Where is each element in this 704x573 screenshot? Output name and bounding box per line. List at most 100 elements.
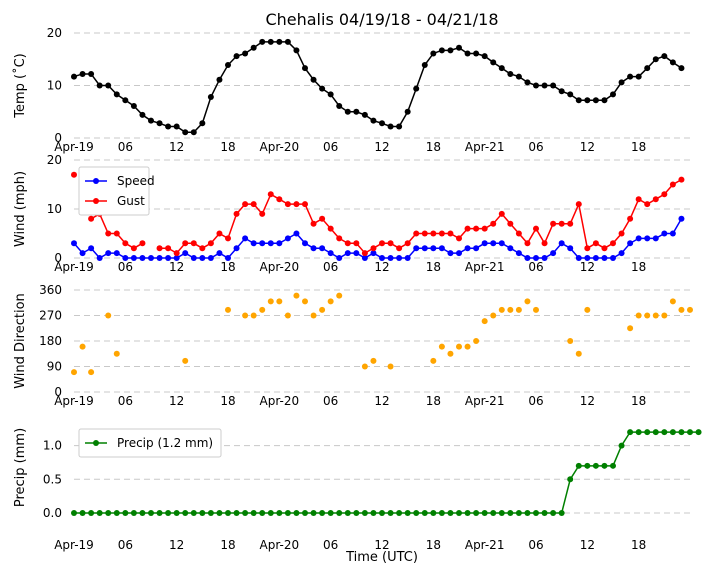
data-point xyxy=(344,240,351,247)
data-point xyxy=(165,510,172,516)
data-point xyxy=(190,240,197,247)
data-point xyxy=(575,255,582,261)
data-point xyxy=(242,510,249,516)
data-point xyxy=(618,250,625,257)
data-point xyxy=(156,245,163,252)
data-point xyxy=(618,79,625,86)
data-point xyxy=(361,510,368,516)
data-point xyxy=(336,102,343,109)
data-point xyxy=(113,510,120,516)
data-point xyxy=(379,240,385,247)
x-tick-label: 06 xyxy=(118,538,133,552)
data-point xyxy=(199,510,206,516)
data-point xyxy=(601,97,608,104)
data-point xyxy=(456,250,462,257)
x-axis-title: Time (UTC) xyxy=(345,550,418,565)
x-tick-label: 18 xyxy=(220,140,235,154)
data-point xyxy=(524,298,531,305)
data-point xyxy=(687,306,693,313)
data-point xyxy=(216,230,223,237)
data-point xyxy=(550,220,557,227)
data-point xyxy=(319,306,326,313)
x-tick-label: Apr-19 xyxy=(54,140,94,154)
data-point xyxy=(541,82,548,89)
data-point xyxy=(678,306,685,313)
data-point xyxy=(293,201,300,208)
x-tick-label: 06 xyxy=(118,260,133,274)
data-point xyxy=(404,255,411,261)
data-point xyxy=(533,225,539,232)
data-point xyxy=(618,230,625,237)
data-point xyxy=(259,510,266,516)
data-point xyxy=(584,255,591,261)
data-point xyxy=(319,215,326,222)
data-point xyxy=(387,240,394,247)
data-point xyxy=(71,73,77,80)
data-point xyxy=(310,312,317,319)
x-tick-label: Apr-21 xyxy=(465,538,505,552)
x-tick-label: 12 xyxy=(580,394,595,408)
data-point xyxy=(584,462,591,469)
data-point xyxy=(515,306,522,313)
data-point xyxy=(610,240,616,247)
x-tick-label: 18 xyxy=(426,260,441,274)
data-point xyxy=(310,76,317,83)
data-point xyxy=(259,240,266,247)
data-point xyxy=(601,462,608,469)
data-point xyxy=(490,312,497,319)
data-point xyxy=(327,225,334,232)
data-point xyxy=(413,230,420,237)
data-point xyxy=(302,201,308,208)
data-point xyxy=(105,250,112,257)
data-point xyxy=(524,240,531,247)
data-point xyxy=(370,357,377,364)
data-point xyxy=(456,235,462,242)
data-point xyxy=(592,240,599,247)
data-point xyxy=(473,50,480,57)
y-tick-label: 10 xyxy=(47,202,62,216)
data-point xyxy=(438,245,445,252)
data-point xyxy=(464,50,471,57)
data-point xyxy=(421,230,428,237)
data-point xyxy=(584,97,591,104)
data-point xyxy=(267,510,274,516)
data-point xyxy=(652,429,659,436)
data-point xyxy=(113,250,120,257)
data-point xyxy=(567,91,574,98)
y-tick-label: 1.0 xyxy=(43,439,62,453)
data-point xyxy=(652,312,659,319)
x-tick-label: Apr-20 xyxy=(260,538,300,552)
data-point xyxy=(79,70,86,77)
data-point xyxy=(233,510,240,516)
x-tick-label: 12 xyxy=(374,538,389,552)
data-point xyxy=(225,255,231,261)
data-point xyxy=(498,240,505,247)
chart-panel-3: 0 90 180 270 360 Apr-19 06 12 18 Apr-20 06 12 18 Apr-… xyxy=(13,283,693,408)
data-point xyxy=(284,38,291,45)
series-line xyxy=(73,218,683,259)
data-point xyxy=(404,108,411,115)
legend-box xyxy=(78,428,222,458)
data-point xyxy=(293,510,300,516)
data-point xyxy=(242,235,249,242)
data-point xyxy=(370,245,377,252)
data-point xyxy=(71,369,77,376)
data-point xyxy=(379,120,385,127)
data-point xyxy=(661,312,668,319)
data-point xyxy=(370,510,377,516)
data-point xyxy=(79,343,86,350)
data-point xyxy=(336,510,343,516)
x-tick-label: 12 xyxy=(374,140,389,154)
x-tick-label: 12 xyxy=(169,394,184,408)
data-point xyxy=(515,73,522,80)
legend-marker xyxy=(93,440,99,446)
x-tick-label: 18 xyxy=(631,140,646,154)
data-point xyxy=(148,117,154,124)
data-point xyxy=(669,59,676,66)
x-tick-label: Apr-19 xyxy=(54,260,94,274)
data-point xyxy=(310,245,317,252)
data-point xyxy=(413,510,420,516)
data-point xyxy=(490,59,497,66)
data-point xyxy=(678,176,685,183)
data-point xyxy=(250,201,257,208)
